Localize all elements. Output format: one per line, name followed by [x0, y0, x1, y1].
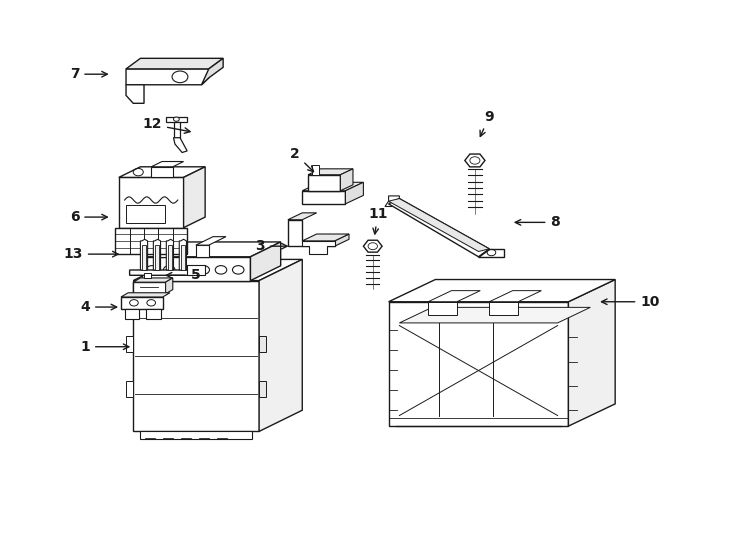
Text: 8: 8: [515, 215, 560, 230]
Text: 12: 12: [142, 118, 190, 133]
Text: 13: 13: [64, 247, 118, 261]
Polygon shape: [155, 245, 159, 270]
Polygon shape: [153, 239, 161, 270]
Polygon shape: [166, 117, 187, 122]
Text: 7: 7: [70, 67, 107, 81]
Polygon shape: [196, 237, 226, 245]
Bar: [126, 205, 165, 222]
Polygon shape: [133, 278, 172, 282]
Polygon shape: [308, 175, 341, 191]
Polygon shape: [259, 336, 266, 352]
Polygon shape: [196, 245, 208, 256]
Polygon shape: [144, 273, 151, 278]
Polygon shape: [341, 169, 353, 191]
Polygon shape: [259, 259, 302, 431]
Polygon shape: [119, 167, 205, 177]
Polygon shape: [288, 220, 335, 246]
Circle shape: [233, 266, 244, 274]
Polygon shape: [142, 245, 146, 270]
Polygon shape: [568, 280, 615, 426]
Polygon shape: [385, 196, 399, 206]
Polygon shape: [250, 242, 280, 281]
Text: 6: 6: [70, 210, 107, 224]
Polygon shape: [125, 309, 139, 319]
Polygon shape: [126, 69, 208, 85]
Text: 10: 10: [601, 295, 660, 309]
Text: 11: 11: [368, 207, 388, 234]
Polygon shape: [133, 281, 259, 431]
Polygon shape: [181, 245, 185, 270]
Text: 1: 1: [80, 340, 129, 354]
Circle shape: [470, 157, 480, 164]
Circle shape: [146, 266, 158, 274]
Polygon shape: [121, 297, 163, 309]
Circle shape: [368, 243, 377, 249]
Polygon shape: [115, 228, 187, 254]
Text: 5: 5: [167, 268, 200, 282]
Polygon shape: [259, 381, 266, 397]
Polygon shape: [428, 291, 480, 302]
Polygon shape: [302, 234, 349, 241]
Polygon shape: [346, 183, 363, 204]
Polygon shape: [179, 239, 186, 270]
Polygon shape: [202, 58, 223, 85]
Polygon shape: [126, 85, 144, 103]
Circle shape: [164, 266, 175, 274]
Circle shape: [172, 71, 188, 83]
Polygon shape: [312, 165, 319, 175]
Polygon shape: [133, 259, 302, 281]
Polygon shape: [142, 256, 250, 281]
Polygon shape: [173, 138, 187, 152]
Circle shape: [173, 117, 179, 122]
Circle shape: [198, 266, 209, 274]
Polygon shape: [151, 167, 172, 177]
Polygon shape: [302, 241, 335, 254]
Polygon shape: [126, 58, 223, 69]
Polygon shape: [151, 161, 184, 167]
Polygon shape: [121, 293, 170, 297]
Polygon shape: [184, 167, 205, 228]
Polygon shape: [490, 302, 518, 315]
Polygon shape: [302, 183, 363, 191]
Polygon shape: [146, 309, 161, 319]
Polygon shape: [288, 213, 316, 220]
Polygon shape: [119, 177, 184, 228]
Polygon shape: [130, 270, 195, 275]
Polygon shape: [335, 234, 349, 246]
Polygon shape: [166, 278, 172, 294]
Polygon shape: [388, 199, 490, 252]
Polygon shape: [173, 122, 180, 138]
Polygon shape: [126, 336, 133, 352]
Polygon shape: [302, 191, 346, 204]
Polygon shape: [126, 381, 133, 397]
Polygon shape: [399, 307, 590, 323]
Text: 4: 4: [80, 300, 117, 314]
Polygon shape: [465, 154, 485, 167]
Polygon shape: [388, 280, 615, 302]
Polygon shape: [142, 242, 280, 256]
Polygon shape: [490, 291, 542, 302]
Text: 9: 9: [480, 110, 494, 137]
Polygon shape: [428, 302, 457, 315]
Polygon shape: [308, 169, 353, 175]
Polygon shape: [133, 282, 166, 294]
Polygon shape: [167, 239, 173, 270]
Polygon shape: [158, 245, 170, 256]
Circle shape: [181, 266, 192, 274]
Polygon shape: [479, 249, 504, 256]
Polygon shape: [158, 237, 188, 245]
Polygon shape: [140, 431, 252, 439]
Polygon shape: [187, 265, 205, 275]
Circle shape: [215, 266, 227, 274]
Text: 3: 3: [255, 239, 287, 253]
Polygon shape: [363, 240, 382, 252]
Text: 2: 2: [290, 146, 313, 172]
Polygon shape: [168, 245, 172, 270]
Polygon shape: [388, 302, 568, 426]
Polygon shape: [388, 199, 490, 256]
Polygon shape: [140, 239, 148, 270]
